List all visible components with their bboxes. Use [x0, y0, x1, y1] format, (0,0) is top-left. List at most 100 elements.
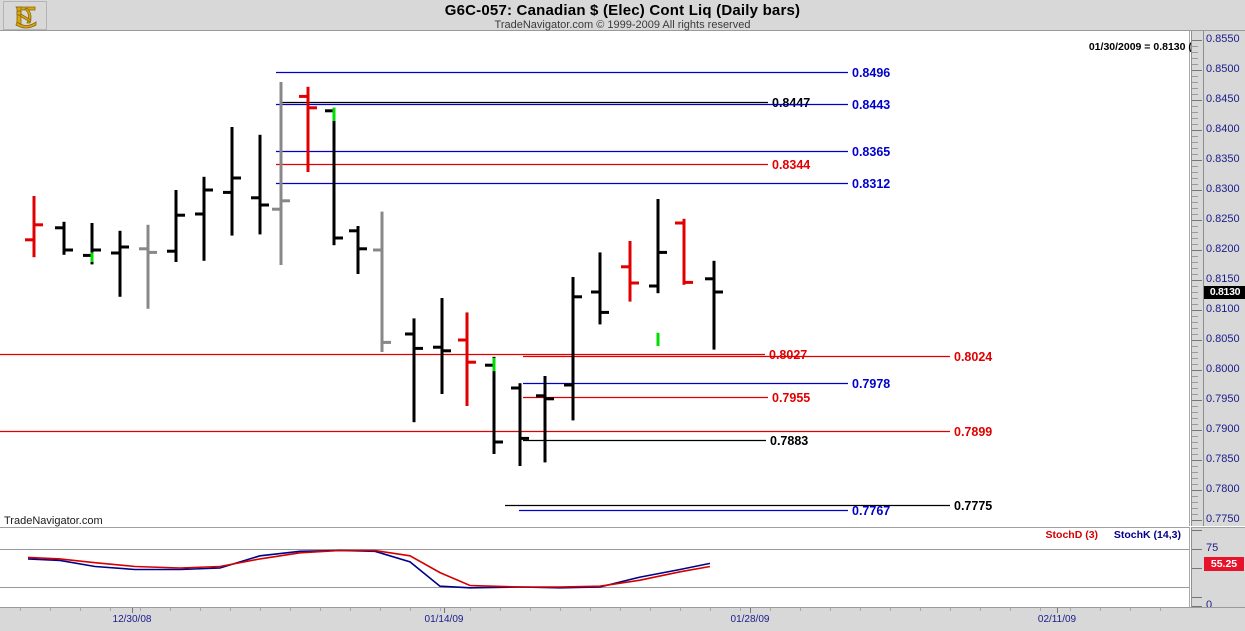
- bar-open-tick: [405, 332, 413, 336]
- bar-range: [465, 312, 469, 406]
- price-axis-minor-tick: [1192, 208, 1198, 209]
- date-axis-label: 02/11/09: [1037, 614, 1077, 625]
- date-axis-minor-tick: [140, 608, 141, 611]
- price-axis-tick: [1192, 460, 1202, 461]
- level-label: 0.8365: [852, 145, 890, 159]
- date-axis-minor-tick: [20, 608, 21, 611]
- price-axis-minor-tick: [1192, 244, 1198, 245]
- stochastic-indicator-pane[interactable]: StochD (3) StochK (14,3): [0, 527, 1190, 607]
- price-axis-minor-tick: [1192, 226, 1198, 227]
- bar-open-tick: [167, 249, 175, 253]
- price-axis-minor-tick: [1192, 214, 1198, 215]
- date-axis-minor-tick: [590, 608, 591, 611]
- bar-open-tick: [299, 94, 307, 98]
- date-axis-minor-tick: [1160, 608, 1161, 611]
- date-axis-minor-tick: [80, 608, 81, 611]
- ohlc-bar[interactable]: [251, 134, 269, 235]
- price-axis-minor-tick: [1192, 346, 1198, 347]
- price-axis-minor-tick: [1192, 412, 1198, 413]
- bar-open-tick: [349, 229, 357, 233]
- date-axis-tick: [132, 608, 133, 613]
- price-chart-plot[interactable]: 0.8496 0.8447 0.8443 0.8365 0.8344 0.8312 0.80…: [0, 31, 1190, 526]
- price-axis-minor-tick: [1192, 124, 1198, 125]
- bar-close-tick: [415, 346, 423, 350]
- price-axis-tick: [1192, 310, 1202, 311]
- ohlc-bar[interactable]: [373, 211, 391, 352]
- price-axis-label: 0.7900: [1206, 423, 1240, 435]
- ohlc-bar[interactable]: [458, 312, 476, 406]
- level-label: 0.8312: [852, 177, 890, 191]
- ohlc-bar[interactable]: [223, 127, 241, 236]
- date-axis-minor-tick: [50, 608, 51, 611]
- ohlc-bar[interactable]: [139, 224, 157, 309]
- price-axis-label: 0.8200: [1206, 243, 1240, 255]
- ohlc-bar[interactable]: [511, 383, 529, 466]
- level-label: 0.7978: [852, 377, 890, 391]
- bar-open-tick: [649, 284, 657, 288]
- date-axis-minor-tick: [230, 608, 231, 611]
- price-axis-tick: [1192, 280, 1202, 281]
- bar-open-tick: [536, 394, 544, 398]
- bar-open-tick: [55, 226, 63, 230]
- price-axis-minor-tick: [1192, 136, 1198, 137]
- indicator-axis[interactable]: 75 0 55.25: [1191, 527, 1245, 611]
- price-axis-minor-tick: [1192, 256, 1198, 257]
- price-axis-minor-tick: [1192, 424, 1198, 425]
- date-axis-minor-tick: [770, 608, 771, 611]
- date-axis-minor-tick: [800, 608, 801, 611]
- indicator-axis-tick: [1192, 606, 1202, 607]
- price-axis-minor-tick: [1192, 466, 1198, 467]
- legend-stochd: StochD (3): [1045, 529, 1099, 541]
- price-axis-minor-tick: [1192, 274, 1198, 275]
- bar-range: [712, 260, 716, 350]
- price-axis-minor-tick: [1192, 166, 1198, 167]
- price-axis-tick: [1192, 370, 1202, 371]
- ohlc-bar[interactable]: [564, 277, 582, 421]
- ohlc-bar[interactable]: [349, 226, 367, 274]
- price-axis[interactable]: 0.8550 0.8500 0.8450 0.8400 0.8350 0.8300 0.82…: [1191, 31, 1245, 526]
- level-label: 0.7899: [954, 425, 992, 439]
- ohlc-bar[interactable]: [195, 176, 213, 261]
- ohlc-bar[interactable]: [272, 82, 290, 265]
- bar-close-tick: [261, 203, 269, 207]
- ohlc-bar[interactable]: [485, 356, 503, 454]
- ohlc-bar[interactable]: [83, 223, 101, 265]
- bar-open-tick: [83, 253, 91, 257]
- ohlc-bar[interactable]: [405, 318, 423, 423]
- ohlc-bar[interactable]: [167, 190, 185, 262]
- bar-range: [146, 224, 150, 309]
- ohlc-bar[interactable]: [591, 252, 609, 325]
- price-axis-label: 0.8500: [1206, 63, 1240, 75]
- date-axis-minor-tick: [890, 608, 891, 611]
- price-axis-minor-tick: [1192, 172, 1198, 173]
- date-axis-minor-tick: [380, 608, 381, 611]
- date-axis[interactable]: 12/30/08 01/14/09 01/28/09 02/11/09: [0, 607, 1245, 631]
- ohlc-bar[interactable]: [536, 376, 554, 463]
- ohlc-bar[interactable]: [675, 218, 693, 285]
- level-label: 0.7775: [954, 499, 992, 513]
- bar-range: [380, 211, 384, 352]
- ohlc-bar[interactable]: [325, 107, 343, 246]
- bar-close-tick: [93, 248, 101, 252]
- ohlc-bar[interactable]: [299, 86, 317, 172]
- ohlc-bar[interactable]: [433, 298, 451, 394]
- price-axis-label: 0.7950: [1206, 393, 1240, 405]
- ohlc-bar[interactable]: [111, 230, 129, 297]
- price-axis-label: 0.7750: [1206, 513, 1240, 525]
- price-axis-minor-tick: [1192, 376, 1198, 377]
- bar-open-tick: [564, 383, 572, 387]
- ohlc-bar[interactable]: [649, 199, 667, 294]
- price-axis-minor-tick: [1192, 298, 1198, 299]
- date-axis-minor-tick: [470, 608, 471, 611]
- bar-close-tick: [468, 360, 476, 364]
- price-axis-minor-tick: [1192, 142, 1198, 143]
- bar-range: [543, 376, 547, 463]
- ohlc-bar[interactable]: [705, 260, 723, 350]
- ohlc-bar[interactable]: [621, 241, 639, 302]
- ohlc-bar[interactable]: [25, 196, 43, 258]
- indicator-axis-label: 0: [1206, 599, 1213, 611]
- bar-range: [174, 190, 178, 262]
- date-axis-minor-tick: [1010, 608, 1011, 611]
- ohlc-bar[interactable]: [55, 221, 73, 255]
